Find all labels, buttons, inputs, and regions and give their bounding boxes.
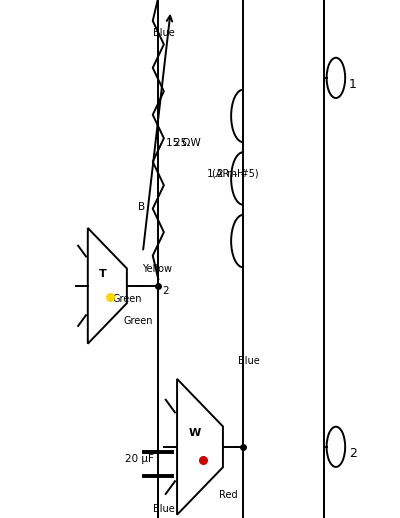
Text: 2: 2 [349, 447, 357, 460]
Text: Green: Green [112, 294, 142, 304]
Text: Blue: Blue [153, 27, 174, 38]
Text: 15 Ω: 15 Ω [166, 138, 190, 148]
Text: 25 W: 25 W [174, 138, 201, 148]
Text: Yellow: Yellow [142, 264, 172, 274]
Text: Blue: Blue [238, 356, 260, 366]
Text: 1.2 mH: 1.2 mH [207, 168, 245, 179]
Text: B: B [138, 202, 145, 212]
Text: (AR – #5): (AR – #5) [212, 168, 259, 179]
Text: 2: 2 [163, 286, 169, 296]
Text: 1: 1 [161, 0, 168, 1]
Text: Blue: Blue [153, 504, 174, 514]
Text: Red: Red [219, 491, 238, 500]
Text: 20 µF: 20 µF [125, 454, 154, 464]
Text: W: W [189, 428, 201, 438]
Text: Green: Green [123, 316, 153, 326]
Text: 1: 1 [349, 78, 357, 91]
Text: T: T [99, 269, 107, 279]
